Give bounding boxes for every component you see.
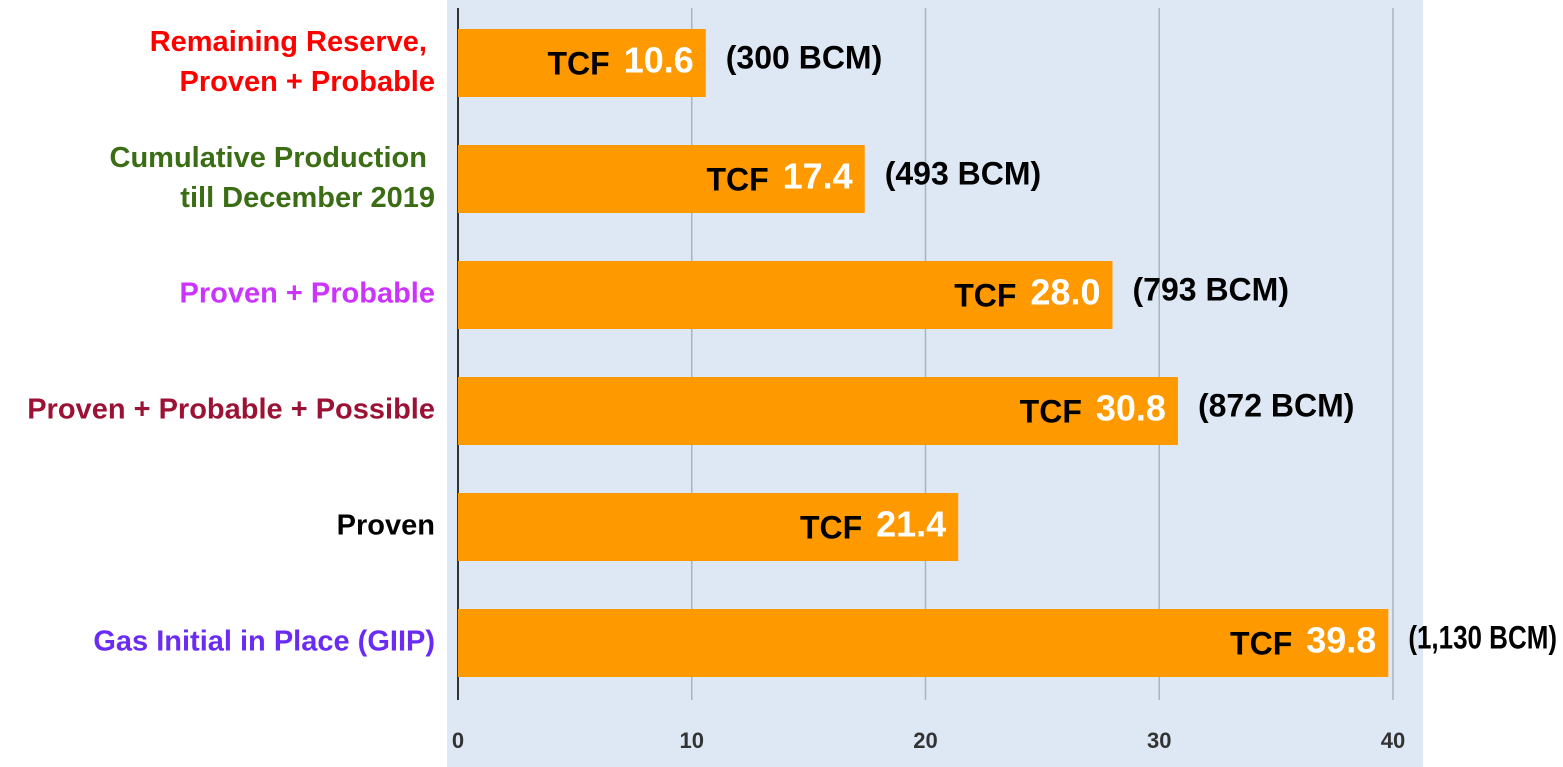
value-label: 28.0	[1030, 272, 1100, 313]
category-label: Cumulative Production till December 2019	[110, 142, 435, 214]
unit-label: TCF	[1020, 393, 1082, 429]
annotation: (1,130 BCM)	[1408, 619, 1557, 655]
value-label: 10.6	[624, 40, 694, 81]
unit-label: TCF	[954, 277, 1016, 313]
bar	[458, 493, 959, 561]
value-label: 17.4	[783, 156, 853, 197]
category-label: Proven + Probable + Possible	[27, 394, 435, 426]
bar	[458, 29, 706, 97]
x-tick-label: 20	[913, 728, 937, 753]
category-label: Proven	[337, 510, 435, 542]
bar	[458, 261, 1113, 329]
annotation: (793 BCM)	[1133, 271, 1289, 307]
bar	[458, 609, 1389, 677]
bar	[458, 145, 865, 213]
value-label: 39.8	[1306, 620, 1376, 661]
category-label: Remaining Reserve, Proven + Probable	[150, 26, 435, 98]
unit-label: TCF	[1230, 625, 1292, 661]
unit-label: TCF	[706, 161, 768, 197]
x-tick-label: 30	[1147, 728, 1171, 753]
annotation: (872 BCM)	[1198, 387, 1354, 423]
annotation: (300 BCM)	[726, 39, 882, 75]
x-tick-label: 10	[680, 728, 704, 753]
category-label: Proven + Probable	[180, 278, 435, 310]
unit-label: TCF	[800, 509, 862, 545]
x-tick-label: 0	[452, 728, 464, 753]
x-tick-label: 40	[1381, 728, 1405, 753]
unit-label: TCF	[547, 45, 609, 81]
annotation: (493 BCM)	[885, 155, 1041, 191]
value-label: 21.4	[876, 504, 946, 545]
bar	[458, 377, 1178, 445]
value-label: 30.8	[1096, 388, 1166, 429]
category-label: Gas Initial in Place (GIIP)	[93, 626, 435, 658]
